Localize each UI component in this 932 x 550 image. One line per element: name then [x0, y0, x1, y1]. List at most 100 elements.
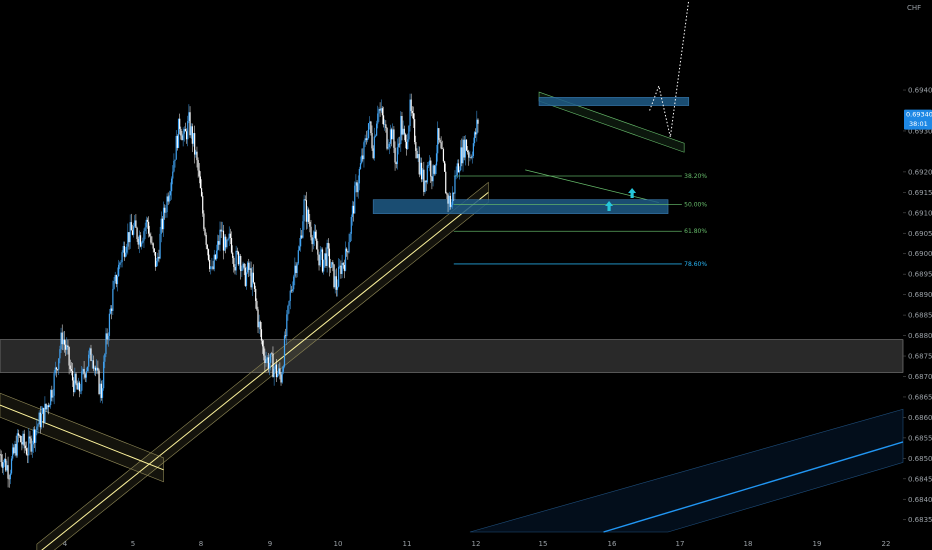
candle — [180, 126, 182, 140]
blue-channel-midline — [603, 441, 904, 533]
candle — [310, 219, 312, 241]
candle — [174, 159, 176, 168]
support-zone — [0, 339, 904, 373]
candle — [122, 241, 124, 253]
candle — [77, 377, 79, 390]
candle — [48, 403, 51, 408]
candle — [323, 259, 325, 275]
candle — [56, 368, 59, 372]
candle — [130, 213, 132, 231]
candle — [296, 262, 298, 278]
candle — [229, 228, 231, 245]
candle — [404, 132, 407, 149]
candle — [281, 366, 283, 384]
candle — [215, 244, 218, 261]
candle — [105, 327, 107, 358]
candle — [425, 180, 427, 192]
candle — [318, 254, 320, 271]
candle — [303, 194, 305, 230]
candle — [150, 232, 152, 245]
candle — [412, 106, 415, 128]
candle — [452, 186, 454, 209]
candle — [348, 233, 350, 254]
candle — [405, 134, 408, 156]
candle — [42, 406, 44, 415]
candle — [326, 239, 328, 273]
candle — [31, 440, 33, 458]
candle — [257, 306, 259, 334]
candle — [408, 124, 410, 142]
candle — [103, 355, 105, 391]
time-axis[interactable]: 4 5 8 9 10 11 12 15 16 17 18 19 22 — [63, 540, 891, 548]
candle — [160, 211, 162, 243]
candle — [204, 227, 206, 237]
candle — [356, 180, 358, 197]
candle — [426, 162, 428, 185]
x-tick-label: 8 — [199, 540, 203, 548]
candle — [295, 261, 297, 278]
candle — [393, 126, 395, 153]
candle — [134, 215, 136, 228]
candle — [115, 274, 117, 288]
candle — [297, 245, 299, 266]
candle — [362, 148, 364, 162]
candle — [395, 161, 397, 169]
candle — [76, 380, 78, 390]
candle — [171, 176, 173, 200]
candle — [85, 367, 87, 383]
candle — [377, 105, 379, 129]
candle — [111, 305, 113, 320]
candle — [324, 253, 326, 268]
candle — [199, 171, 202, 189]
candle — [316, 229, 318, 250]
candle — [234, 264, 236, 275]
candle — [456, 159, 458, 179]
candle — [464, 135, 466, 166]
candle — [118, 259, 120, 277]
candle — [46, 404, 48, 413]
candle — [47, 402, 49, 415]
candle — [12, 443, 14, 461]
candle — [359, 156, 362, 170]
candle — [39, 406, 41, 434]
candle — [184, 122, 187, 132]
candle — [273, 366, 275, 386]
candle — [446, 192, 448, 200]
candle — [62, 331, 64, 351]
candle — [397, 137, 400, 155]
candle-layer — [0, 93, 479, 488]
candle — [94, 365, 97, 377]
candle — [37, 423, 39, 434]
support-zone-layer — [0, 339, 904, 373]
candle — [327, 238, 329, 257]
candle — [142, 237, 144, 244]
candle — [218, 235, 220, 250]
candle — [213, 249, 215, 272]
candle — [243, 262, 245, 276]
candle — [263, 340, 265, 361]
candle — [35, 429, 37, 452]
candle — [472, 137, 474, 159]
candle — [100, 380, 102, 401]
x-tick-label: 10 — [334, 540, 343, 548]
candle — [44, 396, 46, 425]
candle — [138, 230, 140, 254]
candle — [135, 214, 137, 228]
candle — [477, 118, 479, 133]
candle — [274, 363, 276, 372]
candle — [248, 258, 250, 278]
candle — [6, 460, 8, 473]
candle — [399, 136, 401, 148]
candle — [293, 274, 295, 293]
candle — [30, 435, 32, 455]
candle — [82, 367, 84, 375]
candle — [123, 241, 125, 261]
price-zone-1 — [372, 199, 669, 214]
candle — [378, 107, 380, 122]
